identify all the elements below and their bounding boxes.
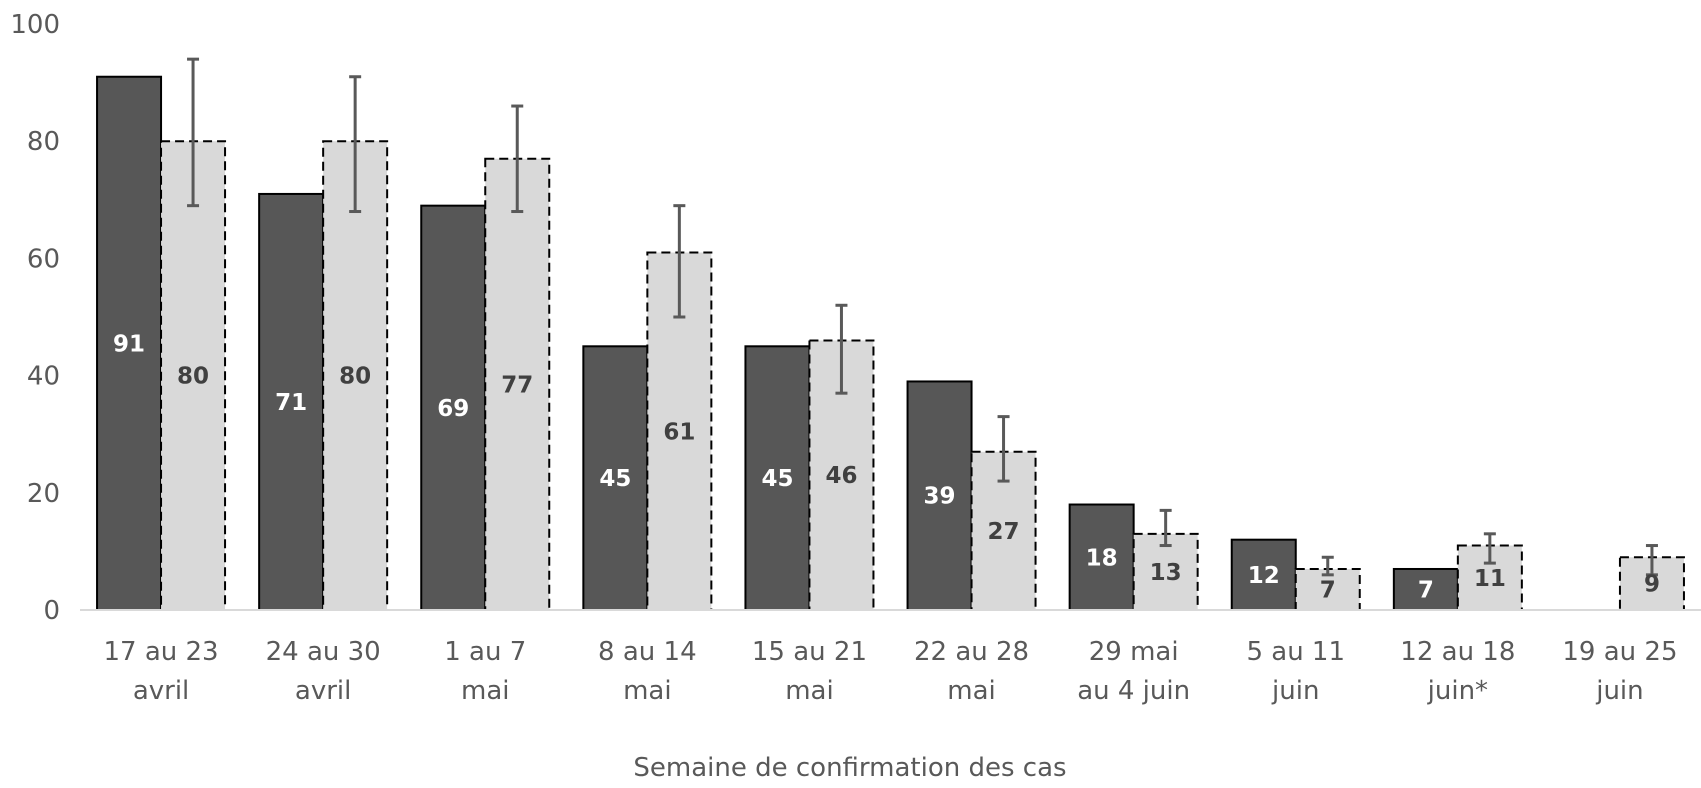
y-axis-tick-labels: 0 20 40 60 80 100 bbox=[10, 10, 60, 626]
y-tick-label: 40 bbox=[27, 362, 60, 392]
data-label-series-1: 39 bbox=[924, 484, 956, 510]
x-category-label: 5 au 11 juin bbox=[1246, 637, 1345, 706]
bar-series-1 bbox=[906, 380, 973, 611]
error-bar bbox=[1645, 544, 1658, 577]
error-bar bbox=[349, 75, 362, 214]
bar-series-2 bbox=[160, 140, 227, 611]
data-label-series-1: 45 bbox=[599, 466, 631, 492]
y-tick-label: 100 bbox=[10, 10, 60, 40]
x-category-label: 19 au 25 juin bbox=[1562, 637, 1677, 706]
error-bar bbox=[1483, 532, 1496, 565]
data-label-series-2: 46 bbox=[825, 463, 857, 489]
x-axis-title: Semaine de confirmation des cas bbox=[633, 753, 1066, 783]
bar-series-2 bbox=[322, 140, 389, 611]
error-bar bbox=[1159, 508, 1172, 548]
x-category-label: 12 au 18 juin* bbox=[1400, 637, 1515, 706]
bar-series-2 bbox=[484, 157, 551, 611]
y-tick-label: 60 bbox=[27, 244, 60, 274]
error-bars bbox=[187, 57, 1658, 577]
bar-series-1 bbox=[582, 345, 649, 611]
bar-series-1 bbox=[96, 75, 163, 612]
bars bbox=[96, 75, 1685, 612]
error-bar bbox=[997, 415, 1010, 483]
data-label-series-1: 18 bbox=[1086, 545, 1118, 571]
x-category-label: 1 au 7 mai bbox=[444, 637, 526, 706]
bar-series-1 bbox=[1068, 503, 1135, 611]
error-bar bbox=[511, 104, 524, 214]
bar-series-1 bbox=[1392, 567, 1459, 611]
data-label-series-1: 71 bbox=[275, 390, 307, 416]
data-label-series-1: 45 bbox=[761, 466, 793, 492]
error-bar bbox=[1321, 555, 1334, 577]
data-label-series-2: 77 bbox=[501, 372, 533, 398]
x-category-label: 8 au 14 mai bbox=[598, 637, 697, 706]
data-label-series-2: 11 bbox=[1474, 566, 1506, 592]
error-bar bbox=[673, 204, 686, 319]
x-category-label: 22 au 28 mai bbox=[914, 637, 1029, 706]
data-label-series-2: 80 bbox=[177, 364, 209, 390]
x-category-label: 17 au 23 avril bbox=[103, 637, 218, 706]
data-label-series-1: 91 bbox=[113, 331, 145, 357]
x-axis-category-labels: 17 au 23 avril 24 au 30 avril 1 au 7 mai 8 au … bbox=[103, 637, 1677, 706]
x-category-label: 29 mai au 4 juin bbox=[1077, 637, 1190, 706]
error-bar bbox=[835, 303, 848, 395]
bar-series-1 bbox=[1230, 538, 1297, 611]
data-label-series-1: 7 bbox=[1418, 577, 1434, 603]
bar-series-1 bbox=[258, 192, 325, 611]
data-label-series-2: 80 bbox=[339, 364, 371, 390]
x-category-label: 15 au 21 mai bbox=[752, 637, 867, 706]
y-tick-label: 20 bbox=[27, 479, 60, 509]
data-label-series-2: 9 bbox=[1644, 572, 1660, 598]
data-label-series-2: 61 bbox=[663, 419, 695, 445]
y-tick-label: 0 bbox=[43, 596, 60, 626]
data-label-series-1: 12 bbox=[1248, 563, 1280, 589]
data-label-series-1: 69 bbox=[437, 396, 469, 422]
data-label-series-2: 7 bbox=[1320, 577, 1336, 603]
data-label-series-2: 27 bbox=[988, 519, 1020, 545]
data-label-series-2: 13 bbox=[1150, 560, 1182, 586]
error-bar bbox=[187, 57, 200, 208]
y-tick-label: 80 bbox=[27, 127, 60, 157]
x-category-label: 24 au 30 avril bbox=[266, 637, 381, 706]
